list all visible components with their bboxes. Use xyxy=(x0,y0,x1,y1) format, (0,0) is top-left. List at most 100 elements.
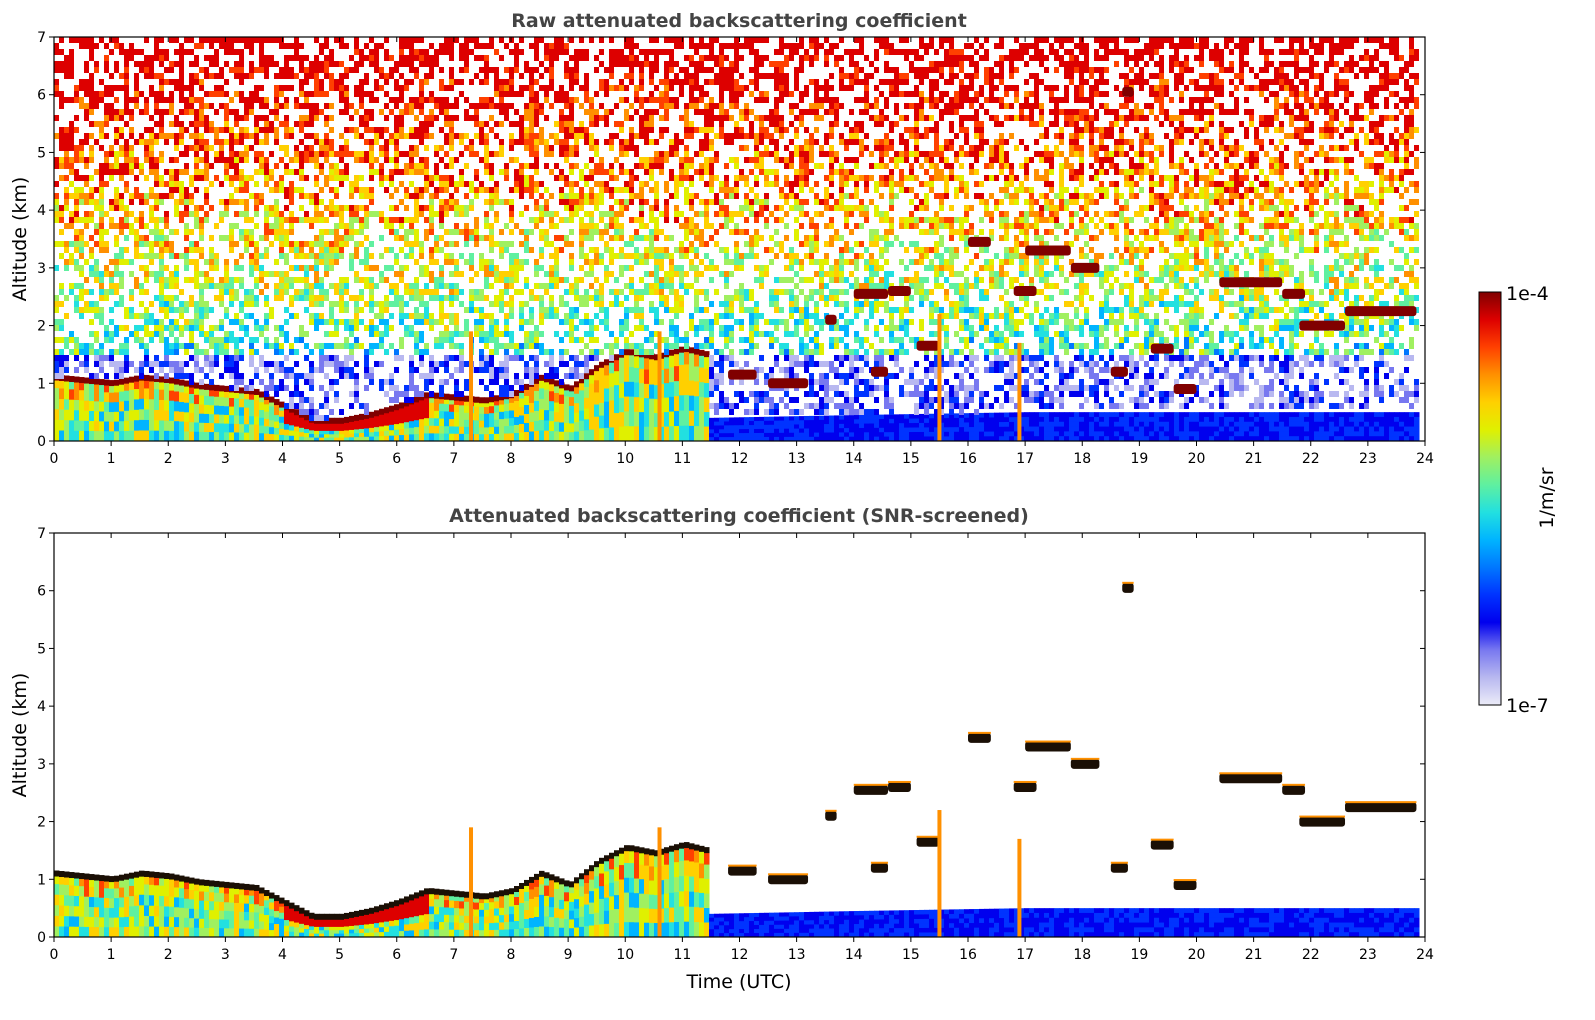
heatmap-cell xyxy=(424,205,429,211)
heatmap-cell xyxy=(499,391,504,397)
heatmap-cell xyxy=(199,301,204,307)
heatmap-cell xyxy=(244,211,249,217)
heatmap-cell xyxy=(619,85,624,91)
heatmap-cell xyxy=(149,259,154,265)
heatmap-cell xyxy=(649,356,655,371)
heatmap-cell xyxy=(499,433,505,441)
heatmap-cell xyxy=(639,85,644,91)
heatmap-cell xyxy=(284,217,289,223)
heatmap-cell xyxy=(79,349,84,355)
heatmap-cell xyxy=(469,253,474,259)
heatmap-cell xyxy=(124,85,129,91)
heatmap-cell xyxy=(569,367,574,373)
heatmap-cell xyxy=(449,67,454,73)
heatmap-cell xyxy=(184,49,189,55)
heatmap-cell xyxy=(329,430,335,435)
heatmap-cell xyxy=(224,349,229,355)
heatmap-cell xyxy=(69,379,75,390)
heatmap-cell xyxy=(684,175,689,181)
heatmap-cell xyxy=(684,79,689,85)
heatmap-cell xyxy=(514,223,519,229)
heatmap-cell xyxy=(679,380,685,396)
heatmap-cell xyxy=(254,319,259,325)
heatmap-cell xyxy=(659,384,665,399)
heatmap-cell xyxy=(394,424,400,431)
heatmap-cell xyxy=(84,163,89,169)
heatmap-cell xyxy=(154,121,159,127)
heatmap-cell xyxy=(174,85,179,91)
heatmap-cell xyxy=(584,289,589,295)
heatmap-cell xyxy=(524,413,530,424)
heatmap-cell xyxy=(324,271,329,277)
heatmap-cell xyxy=(459,271,464,277)
heatmap-cell xyxy=(504,391,509,397)
heatmap-cell xyxy=(89,319,94,325)
heatmap-cell xyxy=(514,343,519,349)
heatmap-cell xyxy=(439,337,444,343)
heatmap-cell xyxy=(434,145,439,151)
heatmap-cell xyxy=(579,247,584,253)
heatmap-cell xyxy=(619,61,624,67)
heatmap-cell xyxy=(129,400,135,411)
heatmap-cell xyxy=(149,127,154,133)
heatmap-cell xyxy=(79,157,84,163)
heatmap-cell xyxy=(249,43,254,49)
heatmap-cell xyxy=(194,241,199,247)
heatmap-cell xyxy=(684,163,689,169)
heatmap-cell xyxy=(574,295,579,301)
heatmap-cell xyxy=(614,277,619,283)
heatmap-cell xyxy=(84,349,89,355)
heatmap-cell xyxy=(419,433,425,441)
heatmap-cell xyxy=(169,253,174,259)
heatmap-cell xyxy=(539,377,545,389)
heatmap-cell xyxy=(459,79,464,85)
heatmap-cell xyxy=(389,385,394,391)
heatmap-cell xyxy=(454,259,459,265)
heatmap-cell xyxy=(564,361,569,367)
heatmap-cell xyxy=(669,325,674,331)
heatmap-cell xyxy=(74,193,79,199)
heatmap-cell xyxy=(254,193,259,199)
heatmap-cell xyxy=(294,277,299,283)
heatmap-cell xyxy=(609,67,614,73)
heatmap-cell xyxy=(289,391,294,397)
heatmap-cell xyxy=(64,133,69,139)
heatmap-cell xyxy=(304,193,309,199)
heatmap-cell xyxy=(344,103,349,109)
heatmap-cell xyxy=(394,391,399,397)
heatmap-cell xyxy=(69,223,74,229)
heatmap-cell xyxy=(549,73,554,79)
heatmap-cell xyxy=(684,395,690,411)
heatmap-cell xyxy=(284,331,289,337)
heatmap-cell xyxy=(544,163,549,169)
heatmap-cell xyxy=(664,61,669,67)
heatmap-cell xyxy=(504,199,509,205)
heatmap-cell xyxy=(114,402,120,413)
heatmap-cell xyxy=(679,253,684,259)
heatmap-cell xyxy=(504,418,510,427)
heatmap-cell xyxy=(119,223,124,229)
heatmap-cell xyxy=(174,211,179,217)
heatmap-cell xyxy=(569,163,574,169)
heatmap-cell xyxy=(564,349,569,355)
heatmap-cell xyxy=(109,91,114,97)
heatmap-cell xyxy=(424,127,429,133)
heatmap-cell xyxy=(74,241,79,247)
heatmap-cell xyxy=(214,423,220,433)
heatmap-cell xyxy=(209,384,215,391)
heatmap-cell xyxy=(174,391,180,402)
heatmap-cell xyxy=(164,181,169,187)
heatmap-cell xyxy=(99,187,104,193)
heatmap-cell xyxy=(489,367,494,373)
heatmap-cell xyxy=(609,133,614,139)
heatmap-cell xyxy=(219,73,224,79)
heatmap-cell xyxy=(489,259,494,265)
heatmap-cell xyxy=(214,349,219,355)
heatmap-cell xyxy=(124,420,130,432)
heatmap-cell xyxy=(604,181,609,187)
heatmap-cell xyxy=(229,331,234,337)
heatmap-cell xyxy=(374,265,379,271)
heatmap-cell xyxy=(154,325,159,331)
heatmap-cell xyxy=(564,387,570,397)
heatmap-cell xyxy=(669,139,674,145)
